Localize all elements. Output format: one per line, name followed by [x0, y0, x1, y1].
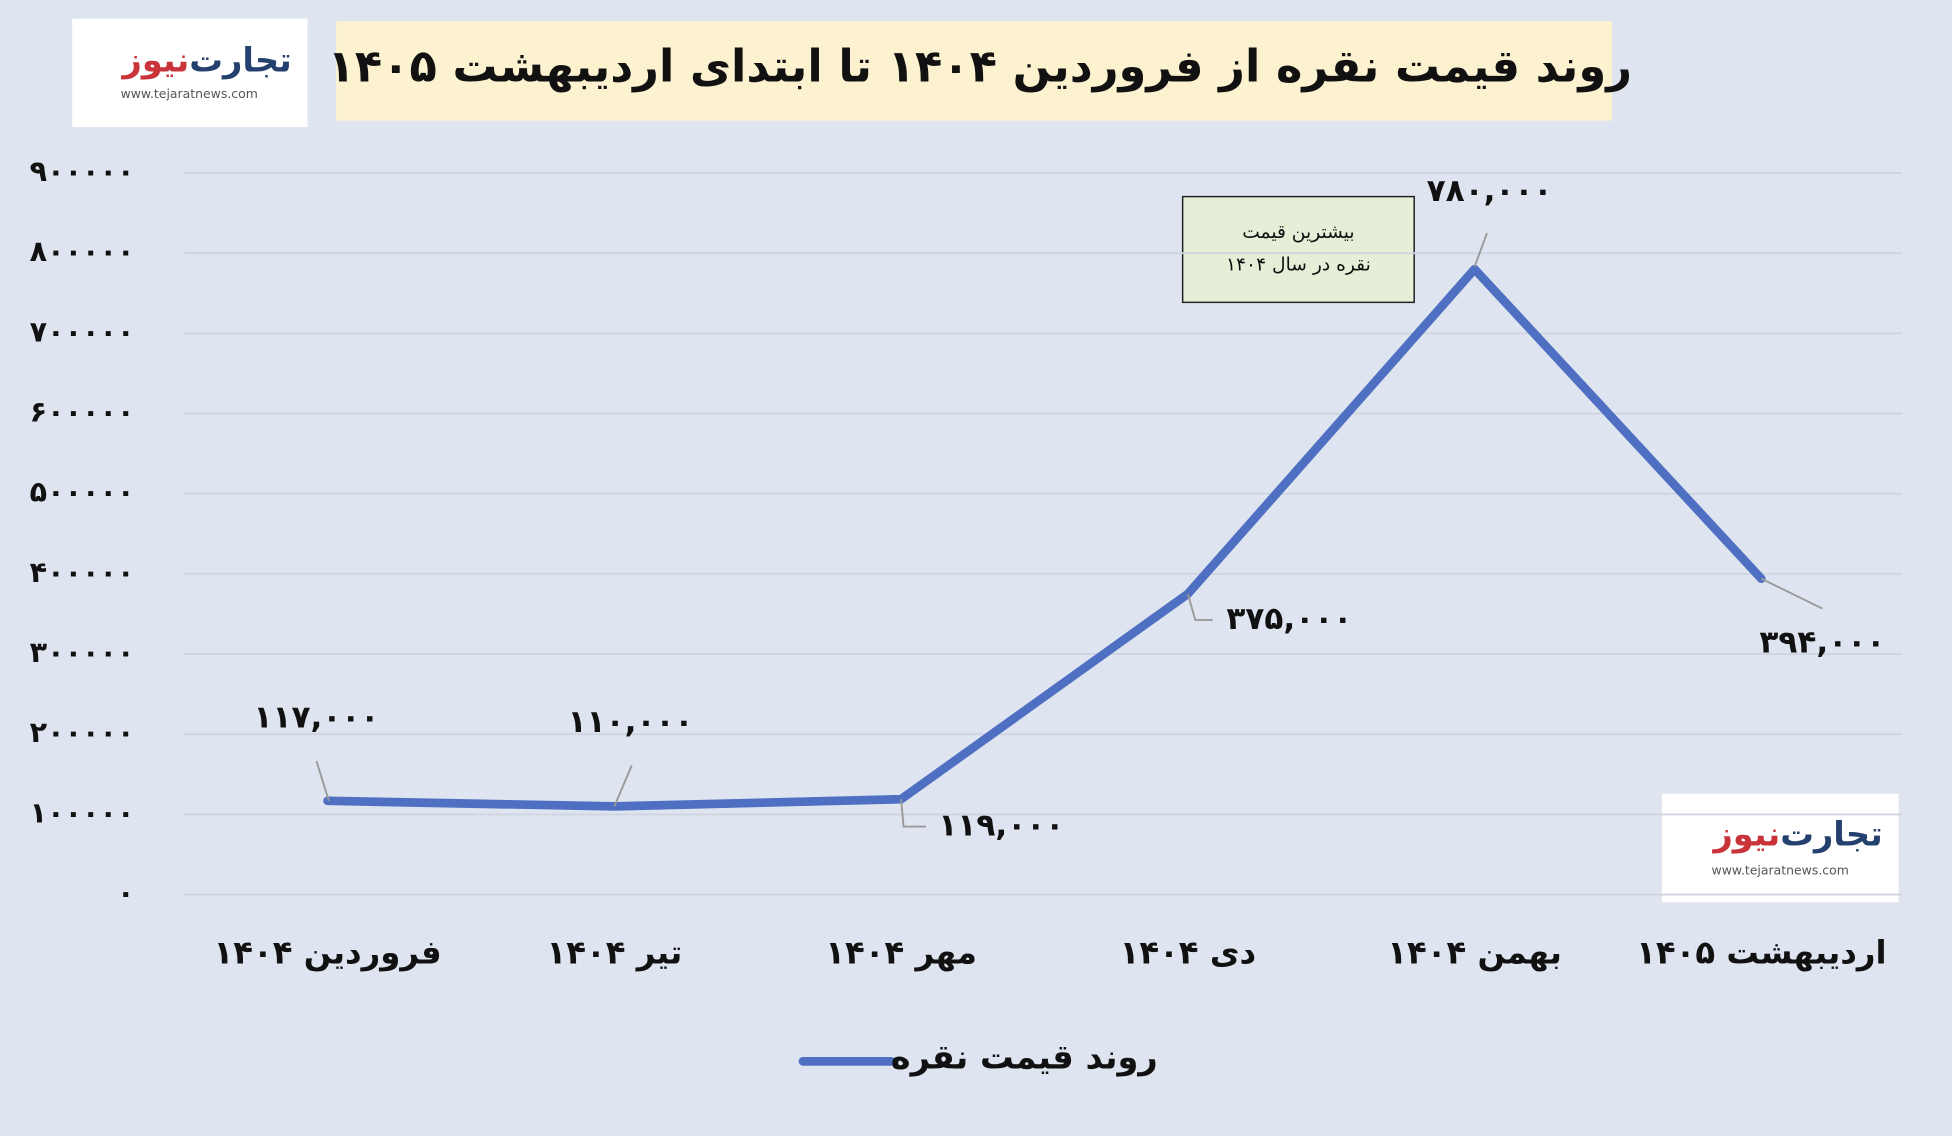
y-tick-label: ۹۰۰۰۰۰ — [30, 154, 135, 188]
data-line — [323, 264, 1766, 811]
y-tick-label: ۳۰۰۰۰۰ — [30, 635, 135, 669]
x-tick-label: فروردین ۱۴۰۴ — [214, 933, 442, 971]
logo-url: www.tejaratnews.com — [121, 86, 258, 101]
logo-box — [1661, 793, 1899, 903]
data-label: ۷۸۰,۰۰۰ — [1427, 173, 1553, 209]
data-label: ۳۹۴,۰۰۰ — [1759, 624, 1885, 660]
logo-bottom: تجارت نیوز www.tejaratnews.com — [1661, 793, 1899, 903]
y-tick-label: ۵۰۰۰۰۰ — [30, 475, 135, 509]
leader-line — [900, 799, 926, 828]
logo-accent: نیوز — [120, 41, 189, 81]
data-label: ۱۱۷,۰۰۰ — [254, 700, 380, 736]
y-tick-label: ۰ — [117, 876, 134, 910]
x-tick-label: بهمن ۱۴۰۴ — [1387, 933, 1562, 971]
x-tick-label: تیر ۱۴۰۴ — [546, 933, 682, 971]
y-tick-label: ۲۰۰۰۰۰ — [30, 715, 135, 749]
y-tick-label: ۴۰۰۰۰۰ — [30, 555, 135, 589]
x-tick-label: مهر ۱۴۰۴ — [825, 933, 977, 971]
x-tick-label: اردیبهشت ۱۴۰۵ — [1636, 933, 1886, 971]
data-label: ۱۱۹,۰۰۰ — [938, 808, 1064, 844]
logo-name: تجارت — [189, 41, 292, 80]
y-tick-label: ۶۰۰۰۰۰ — [30, 395, 135, 429]
leader-line — [1473, 232, 1488, 268]
logo-name: تجارت — [1780, 815, 1883, 854]
leader-line — [613, 764, 633, 807]
y-tick-label: ۱۰۰۰۰۰ — [30, 795, 135, 829]
logo-accent: نیوز — [1711, 815, 1780, 855]
leader-line — [1760, 577, 1823, 610]
y-tick-label: ۷۰۰۰۰۰ — [30, 314, 135, 348]
leader-line — [1186, 593, 1213, 621]
leader-line — [315, 760, 330, 802]
annotation: بیشترین قیمت نقره در سال ۱۴۰۴ — [1181, 195, 1415, 304]
logo-url: www.tejaratnews.com — [1712, 862, 1849, 877]
x-tick-label: دی ۱۴۰۴ — [1120, 933, 1257, 971]
y-tick-label: ۸۰۰۰۰۰ — [30, 234, 135, 268]
logo-top: تجارت نیوز www.tejaratnews.com — [72, 18, 308, 127]
data-label: ۳۷۵,۰۰۰ — [1226, 601, 1352, 637]
title-box — [336, 21, 1613, 121]
legend-label: روند قیمت نقره — [891, 1037, 1158, 1077]
annotation-text: بیشترین قیمت — [1242, 222, 1354, 243]
logo-box — [72, 18, 308, 127]
data-label: ۱۱۰,۰۰۰ — [568, 704, 694, 740]
annotation-box — [1181, 195, 1415, 304]
chart-title: روند قیمت نقره از فروردین ۱۴۰۴ تا ابتدای… — [327, 40, 1632, 93]
annotation-text: نقره در سال ۱۴۰۴ — [1226, 255, 1371, 276]
